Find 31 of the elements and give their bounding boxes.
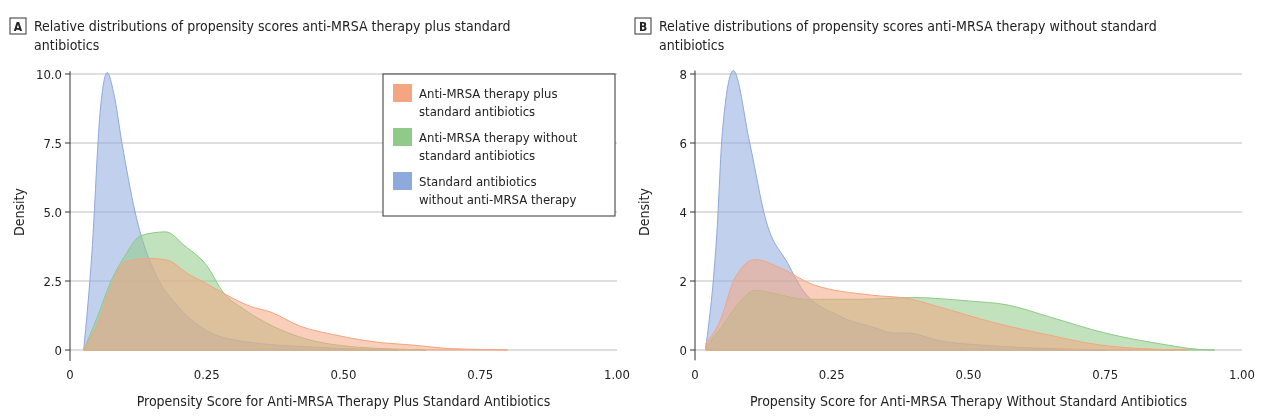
legend-label: Standard antibiotics without anti-MRSA therapy (419, 174, 577, 207)
y-tick-label: 8 (679, 66, 687, 82)
legend-label: Anti-MRSA therapy plus standard antibiotics (419, 86, 558, 119)
x-tick-label: 1.00 (603, 367, 631, 382)
x-tick-label: 0 (691, 367, 699, 382)
y-tick-label: 4 (679, 204, 687, 220)
x-tick-label: 0.25 (193, 367, 220, 382)
text: B (638, 20, 648, 34)
x-tick-label: 0.50 (330, 367, 357, 382)
y-axis-title: Density (11, 187, 27, 236)
y-tick-label: 10.0 (35, 66, 62, 82)
x-tick-label: 0.75 (467, 367, 494, 382)
legend-label: Anti-MRSA therapy without standard antibiotics (419, 130, 578, 163)
x-axis-title: Propensity Score for Anti-MRSA Therapy Without Standard Antibiotics (749, 393, 1188, 409)
x-tick-label: 0.50 (955, 367, 982, 382)
chart-title: Relative distributions of propensity scores anti-MRSA therapy without standard antibiotics (659, 18, 1157, 53)
text: A (13, 20, 23, 34)
y-tick-label: 0 (679, 342, 687, 358)
x-tick-label: 0 (66, 367, 74, 382)
x-axis-title: Propensity Score for Anti-MRSA Therapy Plus Standard Antibiotics (136, 393, 551, 409)
y-tick-label: 2.5 (43, 273, 62, 289)
x-tick-label: 1.00 (1228, 367, 1256, 382)
chart-title: Relative distributions of propensity scores anti-MRSA therapy plus standard antibiotics (34, 18, 511, 53)
y-tick-label: 7.5 (43, 135, 62, 151)
y-tick-label: 0 (54, 342, 62, 358)
y-tick-label: 6 (679, 135, 687, 151)
x-tick-label: 0.25 (818, 367, 845, 382)
y-tick-label: 5.0 (43, 204, 62, 220)
y-tick-label: 2 (679, 273, 687, 289)
x-tick-label: 0.75 (1092, 367, 1119, 382)
y-axis-title: Density (636, 187, 652, 236)
